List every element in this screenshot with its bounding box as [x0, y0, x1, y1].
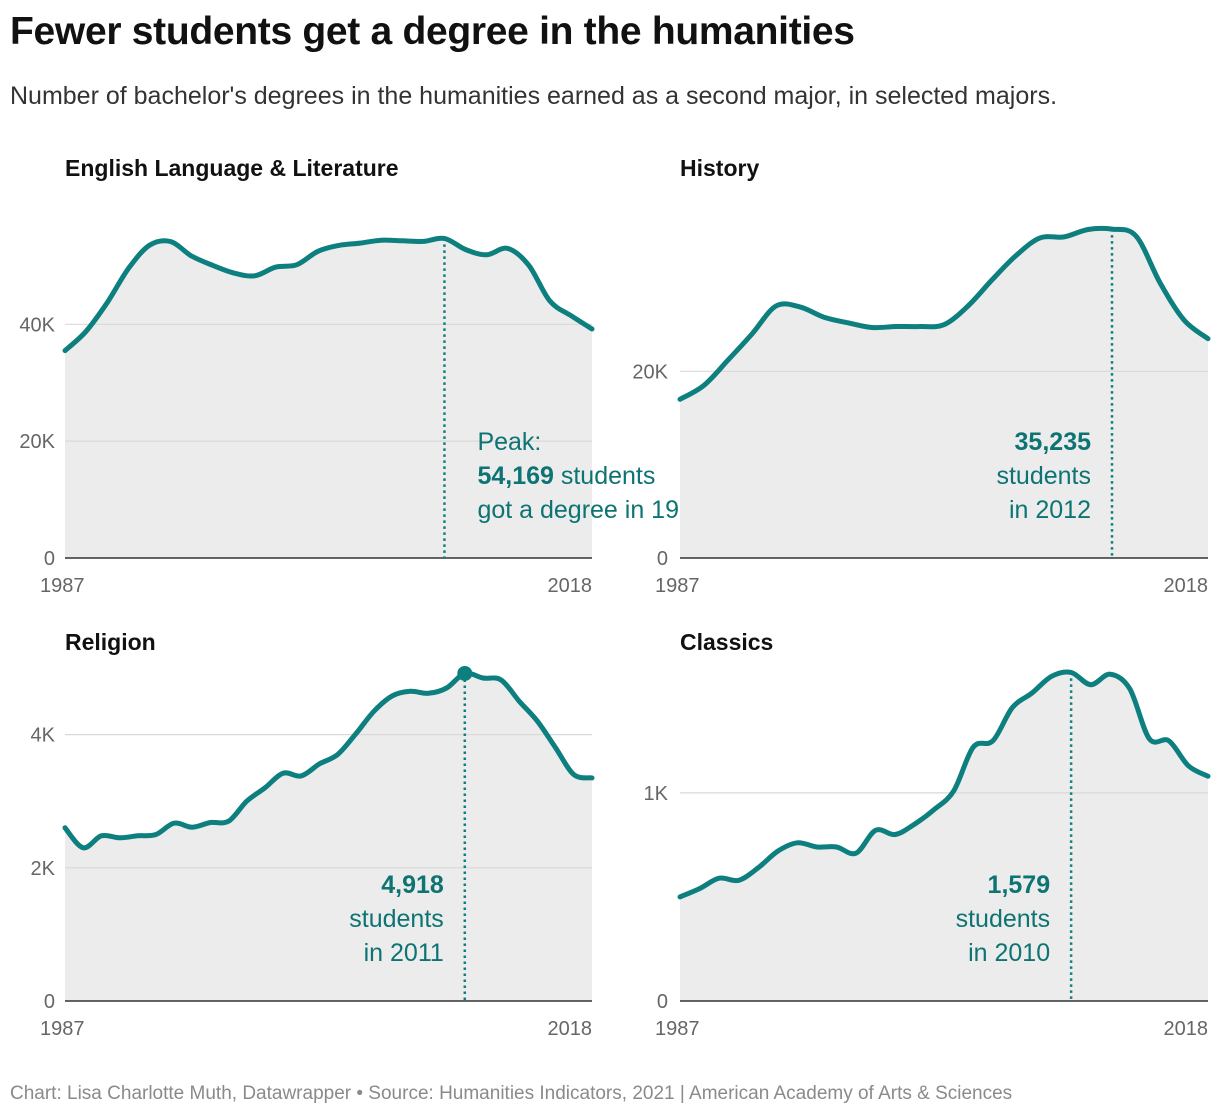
history-annotation-text: 35,235	[1015, 428, 1092, 456]
english-annotation-text: students	[554, 462, 655, 490]
panel-title-history: History	[680, 155, 760, 181]
classics-annotation-text: 1,579	[988, 871, 1051, 899]
english-y-tick-label: 0	[44, 548, 55, 570]
religion-area	[65, 673, 592, 1001]
religion-annotation-text: students	[349, 905, 444, 933]
chart-footer: Chart: Lisa Charlotte Muth, Datawrapper …	[10, 1083, 1013, 1104]
religion-x-tick-label-end: 2018	[548, 1018, 593, 1040]
religion-series-line	[62, 670, 595, 851]
religion-x-tick-label-start: 1987	[40, 1018, 85, 1040]
history-x-tick-label-end: 2018	[1164, 575, 1209, 597]
chart-title: Fewer students get a degree in the human…	[10, 10, 855, 53]
religion-peak-marker	[457, 665, 473, 681]
english-x-tick-label-start: 1987	[40, 575, 85, 597]
history-annotation-text: students	[996, 462, 1091, 490]
history-y-tick-label: 0	[657, 548, 668, 570]
classics-y-tick-label: 1K	[644, 783, 669, 805]
english-annotation-text: Peak:	[477, 428, 541, 456]
english-annotation-text: 54,169	[477, 462, 553, 490]
religion-annotation-text: in 2011	[364, 939, 444, 967]
panel-title-english: English Language & Literature	[65, 155, 399, 181]
classics-y-tick-label: 0	[657, 991, 668, 1013]
english-y-tick-label: 40K	[19, 314, 55, 336]
history-x-tick-label-start: 1987	[655, 575, 700, 597]
english-y-tick-label: 20K	[19, 431, 55, 453]
history-y-tick-label: 20K	[632, 361, 668, 383]
history-area	[680, 228, 1208, 558]
classics-annotation: 1,579 students in 2010	[956, 871, 1051, 967]
religion-annotation-text: 4,918	[381, 871, 444, 899]
english-series-line	[62, 235, 595, 354]
chart-subtitle: Number of bachelor's degrees in the huma…	[10, 82, 1058, 110]
panel-title-religion: Religion	[65, 629, 156, 655]
religion-annotation: 4,918 students in 2011	[349, 871, 444, 967]
history-annotation-text: in 2012	[1009, 496, 1091, 524]
english-area	[65, 238, 592, 558]
classics-series-line	[677, 669, 1211, 900]
classics-x-tick-label-start: 1987	[655, 1018, 700, 1040]
english-x-tick-label-end: 2018	[548, 575, 593, 597]
history-annotation: 35,235 students in 2012	[996, 428, 1091, 524]
religion-y-tick-label: 0	[44, 991, 55, 1013]
english-annotation: Peak: 54,169 students got a degree in 1992	[477, 428, 706, 524]
panel-title-classics: Classics	[680, 629, 774, 655]
classics-annotation-text: students	[956, 905, 1051, 933]
english-annotation-text: got a degree in 1992	[477, 496, 706, 524]
classics-area	[680, 671, 1208, 1001]
classics-x-tick-label-end: 2018	[1164, 1018, 1209, 1040]
religion-y-tick-label: 2K	[31, 858, 56, 880]
history-series-line	[677, 225, 1211, 402]
classics-annotation-text: in 2010	[968, 939, 1050, 967]
religion-y-tick-label: 4K	[31, 725, 56, 747]
